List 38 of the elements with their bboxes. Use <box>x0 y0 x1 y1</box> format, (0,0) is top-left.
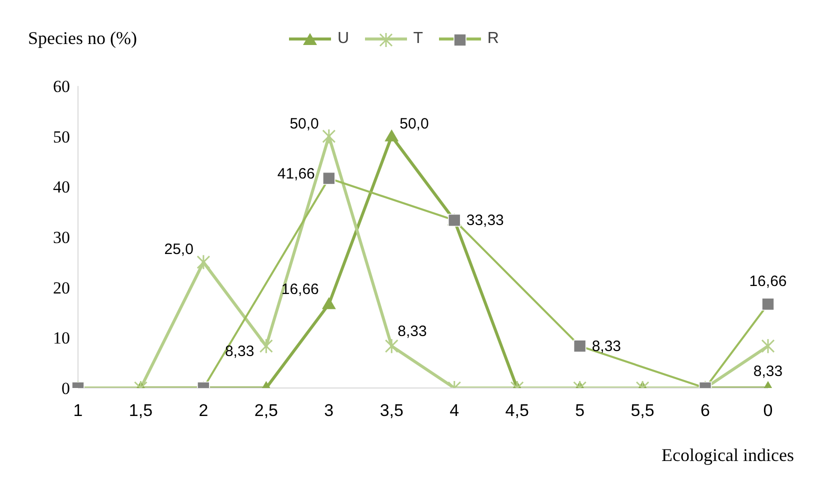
data-label: 25,0 <box>164 241 194 258</box>
x-axis-title: Ecological indices <box>662 445 794 466</box>
x-tick-label: 6 <box>700 401 710 420</box>
x-tick-label: 5 <box>575 401 585 420</box>
legend-label: R <box>486 30 499 48</box>
data-label: 50,0 <box>400 115 429 132</box>
legend-label: T <box>412 30 423 48</box>
x-tick-label: 4 <box>450 401 460 420</box>
point <box>196 254 210 270</box>
y-tick-label: 20 <box>53 278 70 298</box>
data-label: 8,33 <box>753 363 783 380</box>
data-label: 33,33 <box>466 212 504 230</box>
x-tick-label: 3,5 <box>380 401 404 420</box>
x-tick-label: 1 <box>73 401 83 420</box>
x-tick-label: 2,5 <box>254 401 278 420</box>
y-tick-label: 10 <box>53 328 70 348</box>
y-tick-label: 40 <box>53 178 70 197</box>
x-tick-label: 0 <box>763 401 773 420</box>
y-axis-title: Species no (%) <box>28 28 137 49</box>
data-label: 8,33 <box>224 343 254 360</box>
x-tick-label: 3 <box>324 401 334 420</box>
data-label: 8,33 <box>398 323 427 340</box>
x-tick-label: 5,5 <box>630 401 654 420</box>
y-tick-label: 60 <box>53 77 70 96</box>
data-label: 50,0 <box>290 115 319 132</box>
x-tick-label: 4,5 <box>505 401 529 420</box>
y-tick-label: 30 <box>53 228 70 248</box>
point <box>322 128 336 144</box>
x-tick-label: 2 <box>198 401 208 420</box>
y-tick-label: 50 <box>53 127 70 146</box>
point <box>322 297 336 310</box>
data-label: 16,66 <box>281 281 319 298</box>
data-label: 8,33 <box>592 338 622 356</box>
y-tick-label: 0 <box>62 379 70 398</box>
legend-label: U <box>336 30 350 48</box>
x-tick-label: 1,5 <box>128 401 153 420</box>
data-label: 41,66 <box>277 165 315 182</box>
data-label: 16,66 <box>749 273 787 290</box>
